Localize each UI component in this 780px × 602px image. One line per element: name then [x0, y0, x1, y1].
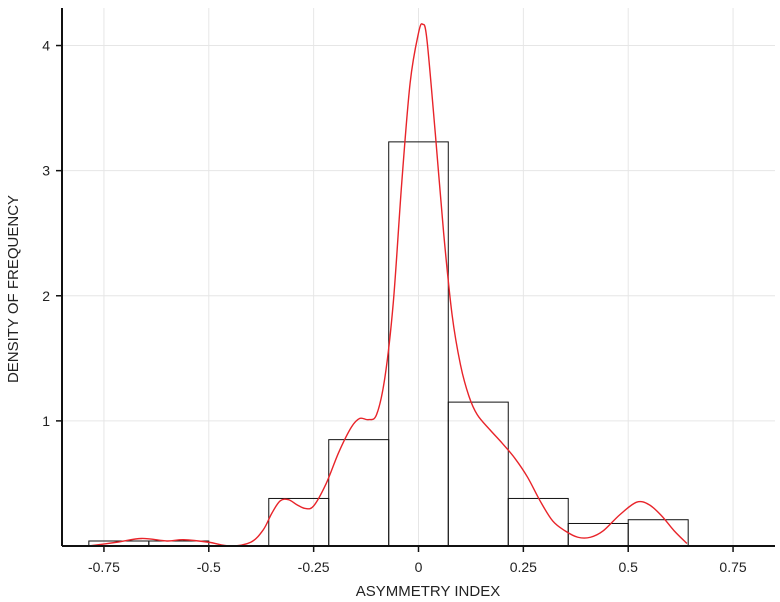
- y-axis-ticks: 1 2 3 4: [42, 38, 62, 429]
- y-axis-label: DENSITY OF FREQUENCY: [5, 195, 22, 383]
- x-tick-label: 0: [415, 559, 423, 575]
- x-axis-label: ASYMMETRY INDEX: [356, 583, 500, 600]
- x-tick-label: 0.5: [618, 559, 638, 575]
- y-tick-label: 1: [42, 413, 50, 429]
- x-tick-label: 0.25: [510, 559, 537, 575]
- x-tick-label: -0.5: [197, 559, 221, 575]
- x-tick-label: -0.75: [88, 559, 120, 575]
- x-tick-label: -0.25: [298, 559, 330, 575]
- y-tick-label: 3: [42, 163, 50, 179]
- histogram-bar: [507, 497, 569, 547]
- gridlines: [62, 8, 775, 546]
- x-axis-ticks: -0.75 -0.5 -0.25 0 0.25 0.5 0.75: [88, 546, 747, 575]
- histogram-bar: [627, 519, 689, 547]
- density-curve: [88, 23, 688, 547]
- y-tick-label: 2: [42, 288, 50, 304]
- x-tick-label: 0.75: [719, 559, 746, 575]
- y-tick-label: 4: [42, 38, 50, 54]
- histogram-bar: [447, 401, 509, 547]
